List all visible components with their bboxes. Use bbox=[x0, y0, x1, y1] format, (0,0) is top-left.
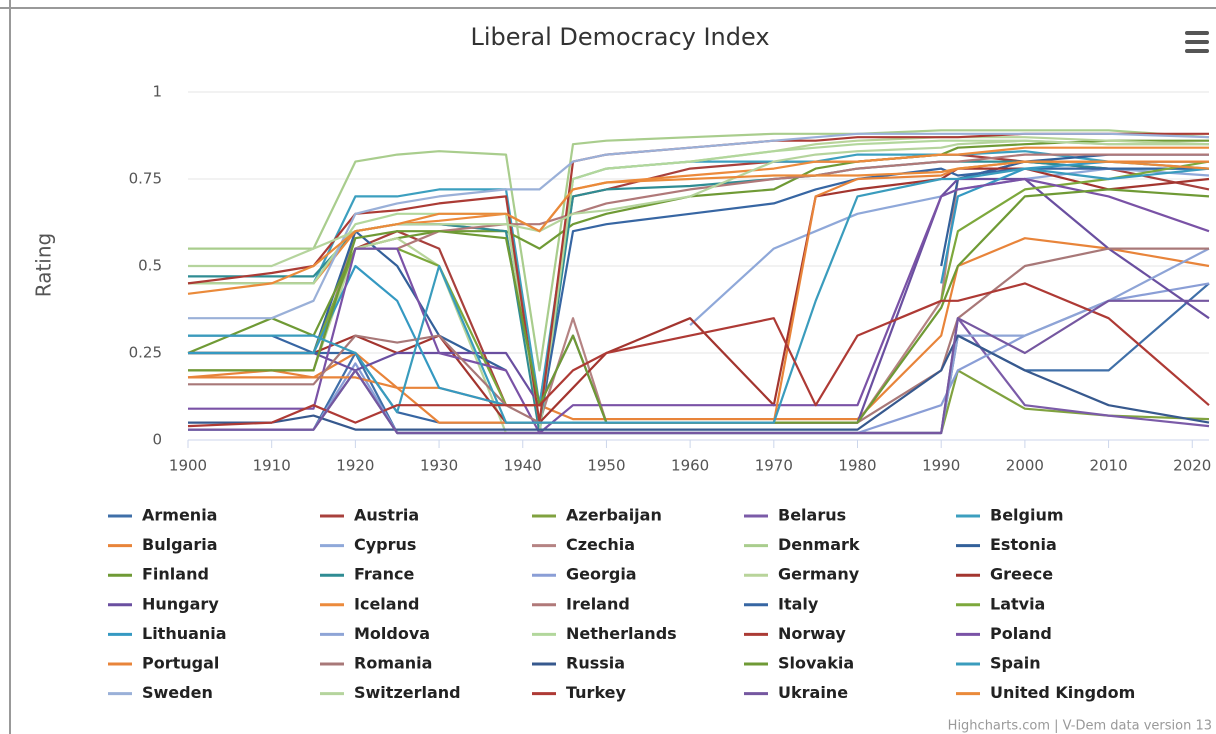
credits[interactable]: Highcharts.com | V-Dem data version 13 bbox=[948, 719, 1212, 734]
series-line bbox=[188, 334, 1210, 431]
menu-bar[interactable] bbox=[1185, 40, 1209, 44]
series-line bbox=[396, 153, 1209, 250]
series-line bbox=[188, 132, 1210, 320]
legend-label[interactable]: Cyprus bbox=[354, 535, 416, 554]
legend-label[interactable]: United Kingdom bbox=[990, 683, 1135, 702]
x-tick-label: 1980 bbox=[838, 457, 876, 475]
legend-label[interactable]: Austria bbox=[354, 506, 419, 525]
legend-label[interactable]: Ukraine bbox=[778, 683, 848, 702]
legend-label[interactable]: Hungary bbox=[142, 594, 219, 613]
x-tick-label: 1940 bbox=[504, 457, 542, 475]
legend-label[interactable]: Ireland bbox=[566, 594, 630, 613]
legend-label[interactable]: Norway bbox=[778, 624, 846, 643]
legend-label[interactable]: Finland bbox=[142, 565, 209, 584]
y-tick-label: 0.75 bbox=[129, 170, 162, 188]
y-tick-label: 1 bbox=[152, 83, 162, 101]
legend-label[interactable]: Slovakia bbox=[778, 654, 854, 673]
x-tick-label: 1900 bbox=[169, 457, 207, 475]
legend-label[interactable]: Switzerland bbox=[354, 683, 461, 702]
y-tick-label: 0.5 bbox=[138, 257, 162, 275]
legend-label[interactable]: Moldova bbox=[354, 624, 430, 643]
series-line bbox=[188, 177, 1210, 435]
legend-label[interactable]: Russia bbox=[566, 654, 625, 673]
series-line bbox=[188, 129, 1210, 372]
legend-label[interactable]: Sweden bbox=[142, 683, 213, 702]
legend-label[interactable]: Netherlands bbox=[566, 624, 677, 643]
x-tick-label: 1920 bbox=[336, 457, 374, 475]
legend-label[interactable]: France bbox=[354, 565, 414, 584]
x-tick-label: 1960 bbox=[671, 457, 709, 475]
legend-label[interactable]: Azerbaijan bbox=[566, 506, 662, 525]
legend-label[interactable]: Romania bbox=[354, 654, 432, 673]
x-tick-label: 2010 bbox=[1089, 457, 1127, 475]
legend-label[interactable]: Italy bbox=[778, 594, 819, 613]
legend-label[interactable]: Latvia bbox=[990, 594, 1045, 613]
legend-label[interactable]: Lithuania bbox=[142, 624, 227, 643]
series-line bbox=[188, 153, 1209, 372]
series-line bbox=[188, 167, 1210, 424]
legend-label[interactable]: Denmark bbox=[778, 535, 860, 554]
x-tick-label: 2000 bbox=[1006, 457, 1044, 475]
series-line bbox=[188, 139, 1209, 424]
menu-button[interactable] bbox=[1185, 31, 1209, 53]
series-line bbox=[187, 282, 1210, 428]
legend-label[interactable]: Czechia bbox=[566, 535, 635, 554]
legend-label[interactable]: Bulgaria bbox=[142, 535, 218, 554]
legend-label[interactable]: Belgium bbox=[990, 506, 1064, 525]
y-tick-label: 0 bbox=[152, 431, 162, 449]
chart-title: Liberal Democracy Index bbox=[470, 23, 769, 51]
legend-label[interactable]: Estonia bbox=[990, 535, 1057, 554]
legend-label[interactable]: Greece bbox=[990, 565, 1053, 584]
legend-label[interactable]: Georgia bbox=[566, 565, 637, 584]
x-tick-label: 1950 bbox=[587, 457, 625, 475]
legend-label[interactable]: Turkey bbox=[566, 683, 627, 702]
x-tick-label: 1990 bbox=[922, 457, 960, 475]
legend-label[interactable]: Germany bbox=[778, 565, 860, 584]
y-tick-label: 0.25 bbox=[129, 344, 162, 362]
x-tick-label: 1910 bbox=[253, 457, 291, 475]
x-tick-label: 2020 bbox=[1173, 457, 1211, 475]
x-tick-label: 1970 bbox=[755, 457, 793, 475]
menu-bar[interactable] bbox=[1185, 31, 1209, 35]
legend-label[interactable]: Belarus bbox=[778, 506, 846, 525]
y-axis-label: Rating bbox=[32, 233, 56, 297]
legend-label[interactable]: Spain bbox=[990, 654, 1041, 673]
menu-bar[interactable] bbox=[1185, 49, 1209, 53]
legend-label[interactable]: Poland bbox=[990, 624, 1052, 643]
legend-label[interactable]: Armenia bbox=[142, 506, 217, 525]
legend-label[interactable]: Iceland bbox=[354, 594, 419, 613]
series-line bbox=[187, 160, 1210, 295]
series-line bbox=[188, 299, 1209, 435]
x-tick-label: 1930 bbox=[420, 457, 458, 475]
legend-label[interactable]: Portugal bbox=[142, 654, 219, 673]
